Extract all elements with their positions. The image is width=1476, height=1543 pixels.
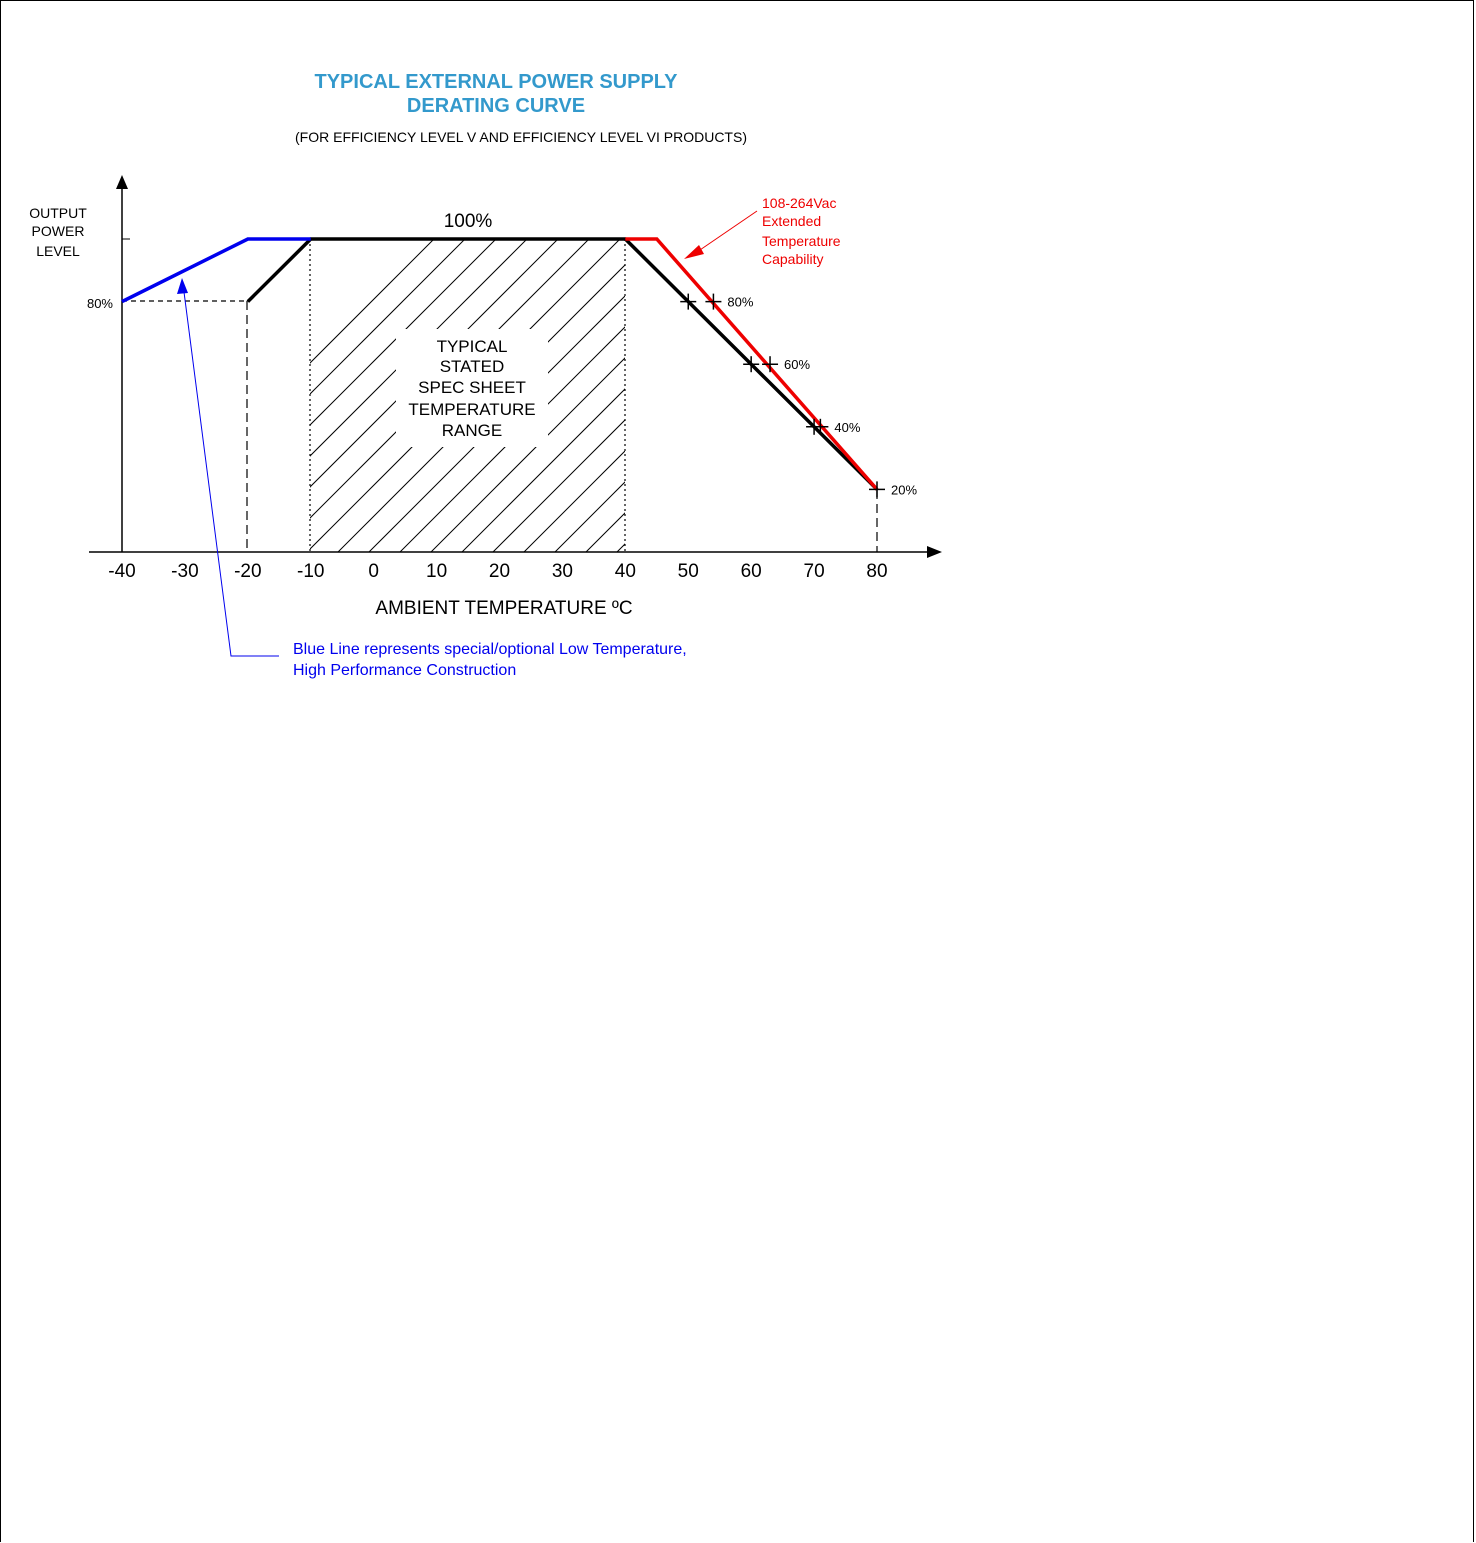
hatch-line bbox=[492, 419, 625, 552]
point-label: 80% bbox=[727, 295, 753, 310]
spec-range-region: TYPICAL STATED SPEC SHEET TEMPERATURE RA… bbox=[309, 239, 1302, 552]
red-annotation-line-2: Extended bbox=[762, 213, 821, 229]
point-label: 20% bbox=[891, 482, 917, 497]
spec-range-text-5: RANGE bbox=[442, 421, 502, 440]
hatch-line bbox=[310, 239, 435, 364]
hatch-line bbox=[648, 239, 961, 552]
red-annotation: 108-264Vac Extended Temperature Capabili… bbox=[684, 195, 841, 267]
x-tick-label: 30 bbox=[552, 561, 573, 582]
marker-extended bbox=[812, 418, 829, 435]
hatch-line bbox=[958, 239, 1271, 552]
hatch-line bbox=[927, 239, 1240, 552]
hatch-line bbox=[989, 239, 1302, 552]
chart-subtitle: (FOR EFFICIENCY LEVEL V AND EFFICIENCY L… bbox=[295, 129, 747, 145]
x-tick-label: -30 bbox=[171, 561, 198, 582]
spec-range-text-4: TEMPERATURE bbox=[408, 400, 535, 419]
hatch-line bbox=[310, 239, 528, 457]
hatch-line bbox=[772, 239, 1085, 552]
red-annotation-line-4: Capability bbox=[762, 251, 823, 267]
x-tick-label: 60 bbox=[741, 561, 762, 582]
x-tick-label: 10 bbox=[426, 561, 447, 582]
blue-annotation-leader bbox=[183, 291, 279, 657]
point-label: 60% bbox=[784, 357, 810, 372]
ylabel-line-1: OUTPUT bbox=[29, 205, 87, 221]
y-tick-label-80: 80% bbox=[87, 296, 113, 311]
blue-annotation: Blue Line represents special/optional Lo… bbox=[177, 278, 687, 679]
x-tick-labels: -40 -30 -20 -10 0 10 20 30 40 50 60 70 80 bbox=[108, 561, 887, 582]
point-label: 40% bbox=[834, 420, 860, 435]
hatch-line bbox=[616, 543, 625, 552]
marker-extended bbox=[762, 356, 779, 373]
x-tick-label: 70 bbox=[804, 561, 825, 582]
red-annotation-line-1: 108-264Vac bbox=[762, 195, 836, 211]
blue-annotation-line-2: High Performance Construction bbox=[293, 662, 516, 679]
spec-range-text-2: STATED bbox=[440, 357, 505, 376]
ylabel-line-3: LEVEL bbox=[36, 243, 80, 259]
chart-title-line-1: TYPICAL EXTERNAL POWER SUPPLY bbox=[314, 71, 678, 93]
hatch-line bbox=[430, 357, 625, 552]
chart-title-line-2: DERATING CURVE bbox=[407, 95, 585, 117]
marker-layer bbox=[680, 293, 885, 498]
xlabel: AMBIENT TEMPERATURE ºC bbox=[375, 598, 632, 619]
x-tick-label: -20 bbox=[234, 561, 261, 582]
x-tick-label: -10 bbox=[297, 561, 324, 582]
x-tick-label: 20 bbox=[489, 561, 510, 582]
hatch-line bbox=[710, 239, 1023, 552]
red-annotation-line-3: Temperature bbox=[762, 233, 841, 249]
marker-standard bbox=[743, 356, 760, 373]
hatch-line bbox=[896, 239, 1209, 552]
red-annotation-arrow bbox=[684, 245, 704, 259]
spec-range-text-backdrop bbox=[396, 329, 548, 447]
ylabel-line-2: POWER bbox=[32, 223, 85, 239]
marker-standard bbox=[869, 481, 885, 498]
blue-annotation-arrow bbox=[177, 278, 188, 294]
marker-standard bbox=[680, 293, 697, 310]
hatch-line bbox=[399, 326, 625, 552]
hatch-line bbox=[310, 239, 466, 395]
hatch-line bbox=[310, 239, 497, 426]
x-tick-label: 40 bbox=[615, 561, 636, 582]
hatch-line bbox=[554, 481, 625, 552]
spec-range-text-3: SPEC SHEET bbox=[418, 378, 526, 397]
low-temp-line bbox=[121, 237, 311, 304]
top-label-100: 100% bbox=[444, 211, 493, 232]
hatch-line bbox=[585, 512, 625, 552]
x-axis-arrow bbox=[927, 546, 942, 558]
hatch-line bbox=[523, 450, 625, 552]
extended-derating-line bbox=[625, 237, 879, 491]
x-tick-label: 50 bbox=[678, 561, 699, 582]
x-tick-label: -40 bbox=[108, 561, 135, 582]
hatch-line bbox=[803, 239, 1116, 552]
hatch-line bbox=[834, 239, 1147, 552]
marker-extended bbox=[705, 293, 722, 310]
y-axis-arrow bbox=[116, 175, 128, 189]
hatch-line bbox=[741, 239, 1054, 552]
red-annotation-leader bbox=[696, 210, 758, 253]
point-label-layer: 80% 60% 40% 20% bbox=[727, 295, 917, 498]
x-tick-label: 80 bbox=[866, 561, 887, 582]
x-tick-label: 0 bbox=[368, 561, 379, 582]
spec-range-text-1: TYPICAL bbox=[437, 337, 508, 356]
blue-annotation-line-1: Blue Line represents special/optional Lo… bbox=[293, 641, 687, 658]
hatch-line bbox=[679, 239, 992, 552]
hatch-line bbox=[865, 239, 1178, 552]
spec-range-hatch bbox=[310, 239, 1302, 552]
hatch-line bbox=[461, 388, 625, 552]
